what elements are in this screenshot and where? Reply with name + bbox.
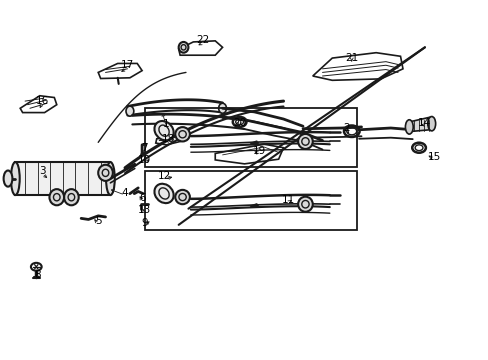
Ellipse shape xyxy=(218,103,226,113)
Text: 7: 7 xyxy=(141,143,147,153)
Text: 15: 15 xyxy=(427,152,440,162)
Text: 10: 10 xyxy=(138,155,151,165)
Ellipse shape xyxy=(405,120,412,134)
Ellipse shape xyxy=(64,189,79,205)
Ellipse shape xyxy=(3,171,12,186)
Text: 14: 14 xyxy=(417,118,430,128)
Text: 4: 4 xyxy=(122,188,128,198)
Ellipse shape xyxy=(11,162,20,195)
Ellipse shape xyxy=(178,42,188,53)
Text: 3: 3 xyxy=(39,166,45,176)
Text: 22: 22 xyxy=(196,35,209,45)
Bar xyxy=(144,108,356,167)
Text: 17: 17 xyxy=(121,60,134,70)
Ellipse shape xyxy=(126,106,134,116)
Ellipse shape xyxy=(298,134,312,149)
Text: 12: 12 xyxy=(157,171,170,181)
Text: 9: 9 xyxy=(141,218,147,228)
Text: 5: 5 xyxy=(95,216,102,226)
Text: 20: 20 xyxy=(233,118,245,128)
Text: 6: 6 xyxy=(139,193,145,203)
Text: 18: 18 xyxy=(162,134,175,144)
Ellipse shape xyxy=(175,190,189,204)
Text: 13: 13 xyxy=(138,206,151,216)
Polygon shape xyxy=(408,117,431,132)
Ellipse shape xyxy=(154,121,173,140)
Bar xyxy=(15,162,110,195)
Ellipse shape xyxy=(427,117,435,131)
Ellipse shape xyxy=(98,165,113,181)
Ellipse shape xyxy=(49,189,64,205)
Text: 16: 16 xyxy=(36,96,49,106)
Ellipse shape xyxy=(154,184,173,203)
Text: 8: 8 xyxy=(34,270,41,280)
Text: 1: 1 xyxy=(163,120,169,129)
Text: 19: 19 xyxy=(252,146,265,156)
Ellipse shape xyxy=(175,127,189,141)
Text: 11: 11 xyxy=(281,195,294,205)
Bar xyxy=(144,171,356,230)
Text: 2: 2 xyxy=(343,123,349,133)
Text: 21: 21 xyxy=(345,53,358,63)
Ellipse shape xyxy=(298,197,312,212)
Ellipse shape xyxy=(106,162,115,195)
